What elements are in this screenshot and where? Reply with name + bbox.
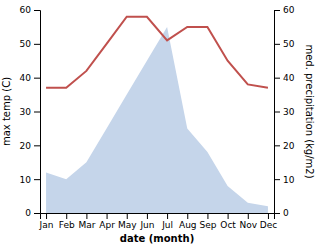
tick-label: Nov xyxy=(239,220,257,230)
tick-label: 10 xyxy=(20,175,32,185)
tick: 60 xyxy=(274,5,295,15)
tick-mark xyxy=(274,179,280,180)
tick-mark xyxy=(274,213,280,214)
tick-mark xyxy=(167,213,168,219)
tick-label: 40 xyxy=(283,73,295,83)
tick: 20 xyxy=(20,141,40,151)
tick: Jun xyxy=(139,213,154,230)
tick: 30 xyxy=(20,107,40,117)
tick-label: Mar xyxy=(78,220,95,230)
tick-mark xyxy=(274,78,280,79)
axis-line xyxy=(41,214,275,220)
tick-mark xyxy=(34,145,40,146)
tick: 10 xyxy=(274,175,295,185)
line xyxy=(46,17,268,88)
tick: Nov xyxy=(239,213,257,230)
marks xyxy=(46,17,268,213)
tick-mark xyxy=(187,213,188,219)
y2-axis: 0 10 20 30 40 50 60 xyxy=(274,5,295,218)
tick-mark xyxy=(268,213,269,219)
tick: Feb xyxy=(59,213,75,230)
tick-mark xyxy=(86,213,87,219)
tick-label: Jun xyxy=(139,220,154,230)
tick-mark xyxy=(34,78,40,79)
tick: 20 xyxy=(274,141,295,151)
tick: Mar xyxy=(78,213,95,230)
tick: 0 xyxy=(25,208,40,218)
tick-label: Sep xyxy=(199,220,216,230)
tick-mark xyxy=(274,10,280,11)
x-axis-title: date (month) xyxy=(120,233,194,244)
tick-label: 50 xyxy=(20,39,32,49)
tick-label: Aug xyxy=(179,220,197,230)
tick-mark xyxy=(207,213,208,219)
tick-mark xyxy=(34,179,40,180)
tick-label: 30 xyxy=(283,107,295,117)
tick-mark xyxy=(107,213,108,219)
chart: Jan FebMar AprMayJun Jul AugSep OctNovDec 0 10 2… xyxy=(0,0,318,247)
axis-line xyxy=(34,11,41,214)
axis-line xyxy=(275,11,281,214)
tick: 0 xyxy=(274,208,289,218)
tick-mark xyxy=(147,213,148,219)
x-axis: Jan FebMar AprMayJun Jul AugSep OctNovDec xyxy=(39,213,278,230)
tick-label: 50 xyxy=(283,39,295,49)
tick-label: Jul xyxy=(161,220,173,230)
tick-label: 30 xyxy=(20,107,32,117)
tick-label: 20 xyxy=(283,141,295,151)
y2-axis-title: med. precipitation (kg/m2) xyxy=(304,44,315,178)
y-axis-title: max temp (C) xyxy=(1,77,12,146)
tick-mark xyxy=(127,213,128,219)
tick-mark xyxy=(248,213,249,219)
tick: 30 xyxy=(274,107,295,117)
tick-mark xyxy=(34,10,40,11)
tick-label: 60 xyxy=(283,5,295,15)
tick-label: May xyxy=(118,220,137,230)
tick-label: 20 xyxy=(20,141,32,151)
tick-mark xyxy=(274,112,280,113)
tick-label: 10 xyxy=(283,175,295,185)
plot: Jan FebMar AprMayJun Jul AugSep OctNovDec 0 10 2… xyxy=(1,5,315,244)
tick-label: 40 xyxy=(20,73,32,83)
tick-mark xyxy=(34,44,40,45)
tick: 50 xyxy=(274,39,295,49)
y-axis: 0 10 20 30 40 50 60 xyxy=(20,5,41,218)
tick-mark xyxy=(46,213,47,219)
area xyxy=(46,27,268,213)
tick: Apr xyxy=(99,213,115,230)
tick: Dec xyxy=(260,213,277,230)
tick-mark xyxy=(274,145,280,146)
tick: Jan xyxy=(39,213,54,230)
tick: Oct xyxy=(220,213,236,230)
tick: 40 xyxy=(20,73,40,83)
tick-label: Apr xyxy=(99,220,115,230)
tick-mark xyxy=(34,213,40,214)
tick-label: Oct xyxy=(220,220,236,230)
tick-label: 0 xyxy=(283,208,289,218)
tick-label: 60 xyxy=(20,5,32,15)
tick: Sep xyxy=(199,213,216,230)
tick: 10 xyxy=(20,175,40,185)
tick-label: Dec xyxy=(260,220,277,230)
tick-mark xyxy=(228,213,229,219)
tick: 50 xyxy=(20,39,40,49)
tick: 40 xyxy=(274,73,295,83)
tick: 60 xyxy=(20,5,40,15)
tick: Jul xyxy=(161,213,173,230)
tick-mark xyxy=(66,213,67,219)
tick-label: Feb xyxy=(59,220,75,230)
tick-label: 0 xyxy=(25,208,31,218)
tick-mark xyxy=(274,44,280,45)
tick: May xyxy=(118,213,137,230)
tick-label: Jan xyxy=(39,220,54,230)
tick: Aug xyxy=(179,213,197,230)
tick-mark xyxy=(34,112,40,113)
